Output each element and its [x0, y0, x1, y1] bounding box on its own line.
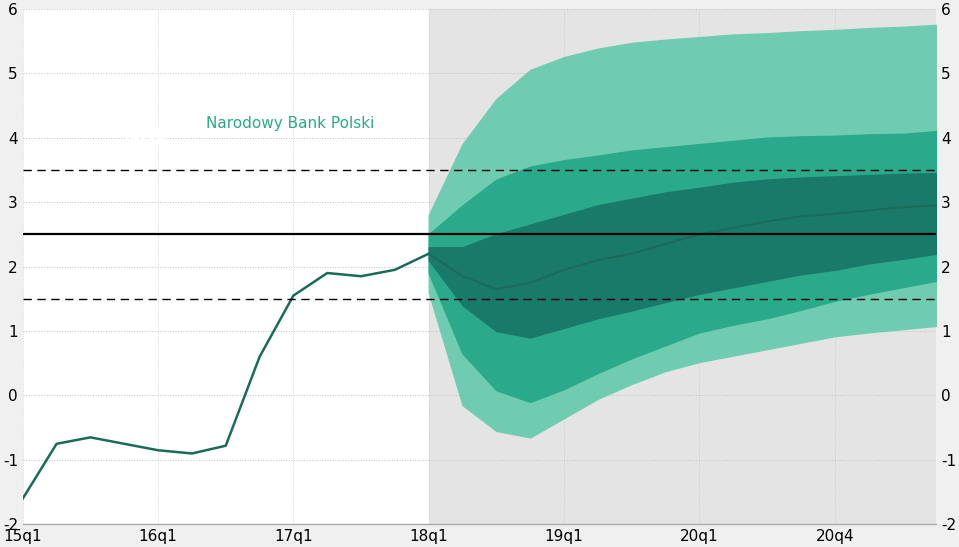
Bar: [429, 9, 936, 525]
Bar: [23, 9, 429, 525]
Text: Narodowy Bank Polski: Narodowy Bank Polski: [206, 115, 375, 131]
Text: NBP: NBP: [122, 128, 171, 148]
